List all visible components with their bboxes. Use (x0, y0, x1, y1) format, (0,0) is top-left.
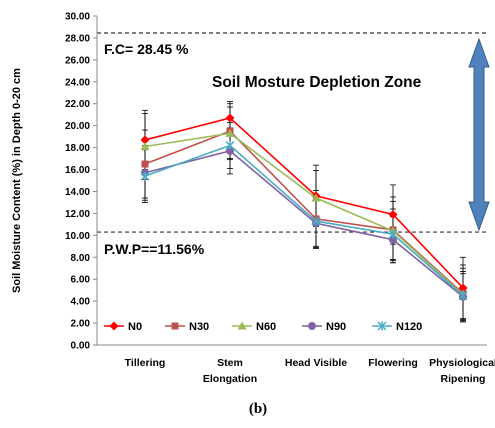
data-point-n0 (140, 135, 150, 145)
x-category-label-line: Physiological (429, 357, 495, 369)
x-category-label-line: Elongation (203, 373, 257, 385)
double-arrow-icon (468, 37, 490, 232)
x-category-label-line: Ripening (441, 373, 486, 385)
y-tick-label: 4.00 (71, 297, 91, 308)
data-point-n90 (226, 146, 234, 155)
series-layer (140, 101, 468, 323)
fc-label: F.C= 28.45 % (104, 41, 189, 57)
y-tick-label: 2.00 (71, 319, 91, 330)
y-tick-label: 12.00 (65, 209, 90, 220)
y-tick-label: 26.00 (65, 55, 90, 66)
axes: 0.00 2.00 4.00 6.00 8.00 10.00 12.00 14.00 16.00… (11, 12, 495, 386)
y-tick-label: 14.00 (65, 187, 90, 198)
x-category-label: Tillering (125, 357, 166, 369)
data-point-n0 (388, 209, 398, 219)
y-tick-label: 24.00 (65, 77, 90, 88)
x-category-label: Head Visible (285, 357, 347, 369)
legend-marker (237, 321, 247, 330)
y-tick-label: 30.00 (65, 12, 90, 23)
legend-label: N120 (396, 321, 422, 333)
data-point-n120 (311, 216, 321, 226)
data-point-n60 (140, 142, 150, 151)
legend-marker (109, 321, 119, 331)
series-line-n0 (144, 117, 464, 289)
x-category-label: Physiological Ripening (429, 357, 495, 385)
y-tick-label: 28.00 (65, 33, 90, 44)
zone-label: Soil Mosture Depletion Zone (212, 74, 422, 91)
reference-lines: F.C= 28.45 % P.W.P==11.56% Soil Mosture De… (97, 32, 490, 257)
legend-label: N60 (256, 321, 276, 333)
legend-marker (377, 321, 387, 331)
data-point-n90 (389, 235, 397, 244)
data-point-n60 (225, 128, 235, 137)
data-point-n120 (458, 291, 468, 301)
y-tick-label: 10.00 (65, 231, 90, 242)
legend-label: N90 (326, 321, 346, 333)
y-tick-label: 16.00 (65, 165, 90, 176)
legend: N0 N30 N60 N90 N120 (104, 321, 422, 333)
legend-marker (171, 322, 179, 330)
legend-label: N30 (189, 321, 209, 333)
legend-label: N0 (128, 321, 142, 333)
data-point-n120 (140, 171, 150, 181)
y-tick-label: 18.00 (65, 143, 90, 154)
y-tick-label: 8.00 (71, 253, 91, 264)
data-point-n0 (225, 113, 235, 123)
data-point-n30 (141, 160, 149, 168)
y-tick-label: 20.00 (65, 121, 90, 132)
data-point-n60 (311, 193, 321, 202)
x-category-label-line: Flowering (368, 357, 418, 369)
y-tick-label: 0.00 (71, 341, 91, 352)
series-line-n120 (144, 144, 464, 297)
y-tick-label: 6.00 (71, 275, 91, 286)
y-tick-label: 22.00 (65, 99, 90, 110)
legend-marker (308, 322, 316, 330)
x-category-label: Flowering (368, 357, 418, 369)
figure-caption: (b) (249, 401, 267, 417)
x-category-label: Stem Elongation (203, 357, 257, 385)
x-category-label-line: Tillering (125, 357, 166, 369)
pwp-label: P.W.P==11.56% (104, 241, 205, 257)
x-category-label-line: Stem (217, 357, 243, 369)
x-category-label-line: Head Visible (285, 357, 347, 369)
y-axis-title: Soil Moisture Content (%) in Depth 0-20 … (11, 68, 23, 293)
data-point-n120 (388, 229, 398, 239)
data-point-n120 (225, 140, 235, 150)
series-line-n90 (144, 150, 464, 298)
